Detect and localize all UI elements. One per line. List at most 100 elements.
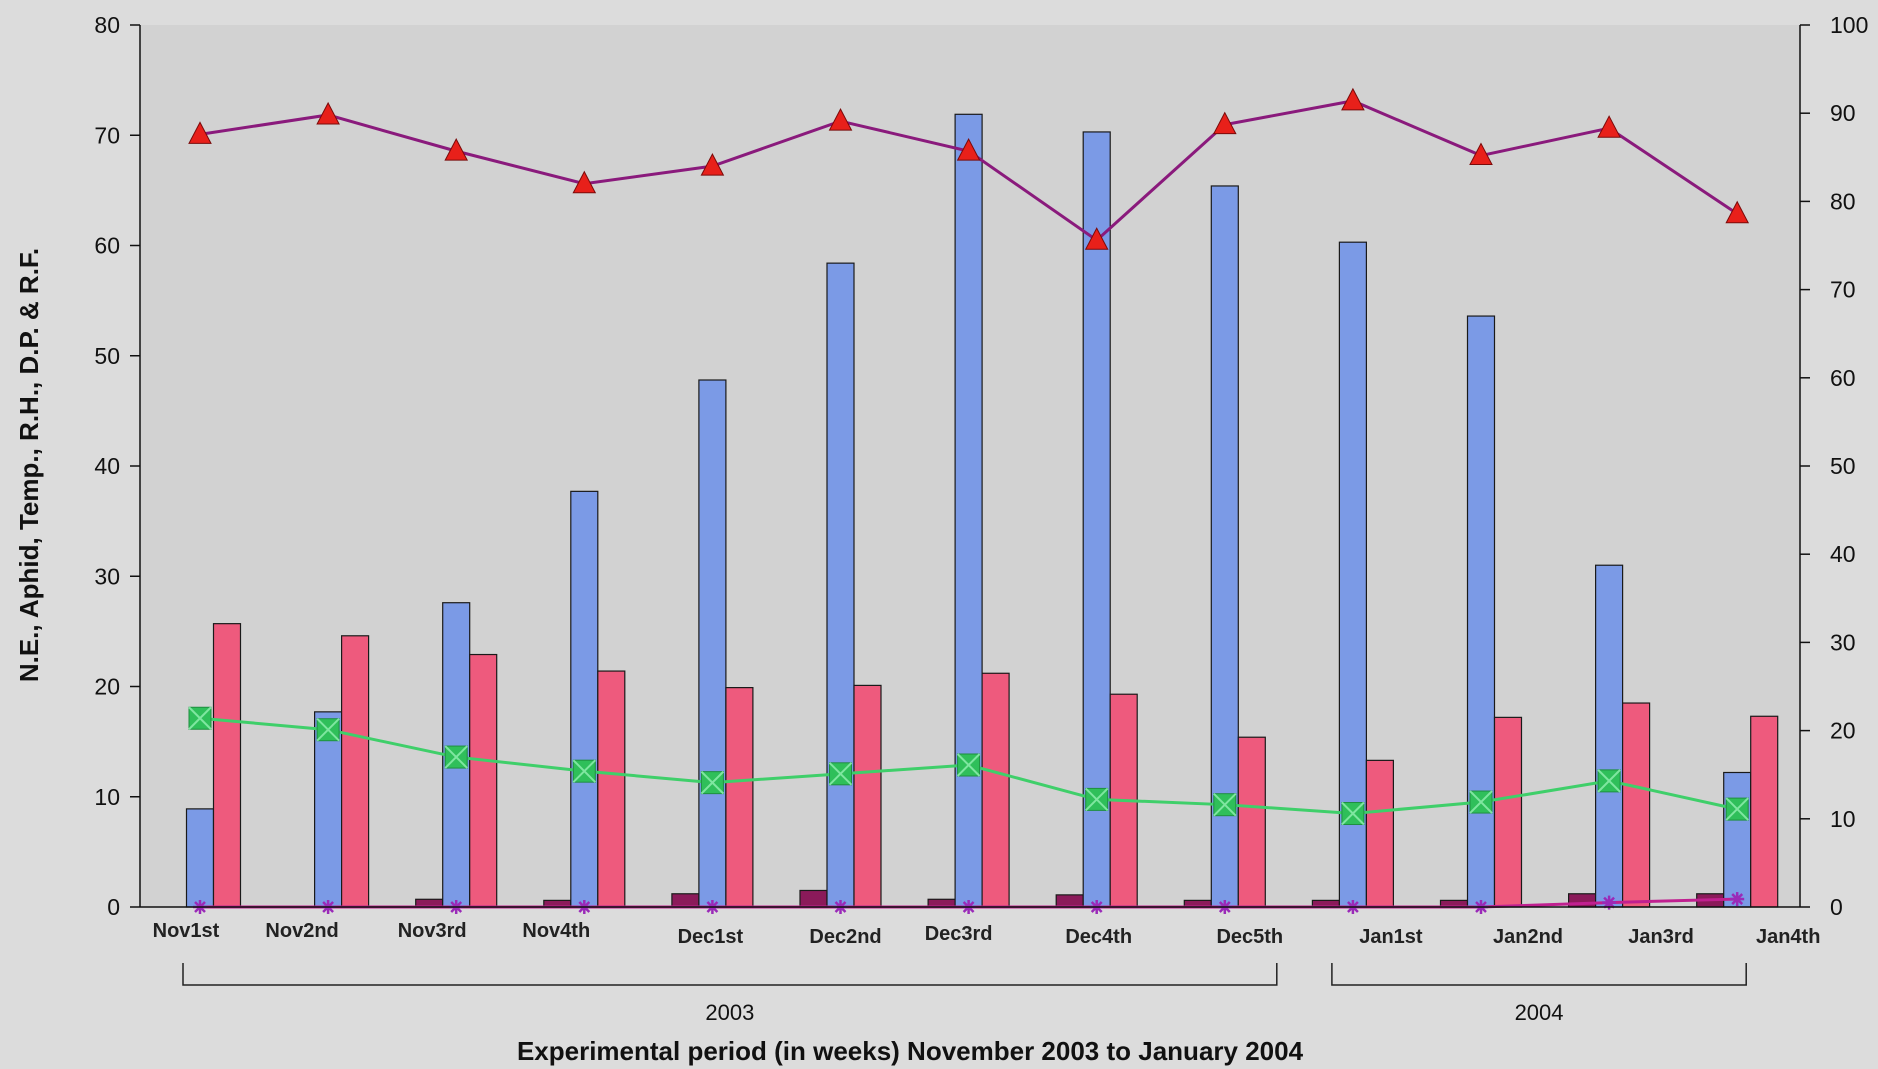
y-left-tick-label-3: 30	[94, 563, 120, 589]
x-tick-label-3: Nov4th	[522, 920, 590, 942]
year-bracket-line-0	[182, 963, 1278, 986]
marker-s2-10-d2	[1469, 790, 1493, 814]
y-right-tick-label-10: 100	[1830, 12, 1868, 38]
marker-s1-5	[828, 108, 853, 131]
marker-s2-2	[444, 745, 468, 769]
marker-s2-6	[956, 753, 981, 777]
marker-s2-2-d2	[444, 745, 468, 769]
y-left-tick-label-7: 70	[94, 122, 120, 148]
marker-s2-6-d2	[956, 753, 981, 777]
marker-s1-8	[1212, 111, 1237, 135]
marker-s1-2	[444, 138, 469, 161]
bar-s3-5	[853, 684, 882, 908]
y-right-tick-label-5: 50	[1830, 453, 1856, 479]
bar-s2-9	[1338, 241, 1368, 908]
bar-s3-8	[1237, 736, 1266, 908]
marker-s3-12-d2	[1731, 893, 1744, 905]
x-tick-label-5: Dec2nd	[809, 926, 881, 948]
marker-s1-10	[1469, 142, 1493, 166]
marker-s2-3	[572, 759, 597, 783]
marker-s2-9-d2	[1341, 801, 1365, 826]
y-left-tick-label-8: 80	[94, 12, 120, 38]
y-right-tick-label-6: 60	[1830, 365, 1856, 391]
marker-s2-4	[700, 770, 725, 795]
bar-s1-5	[799, 889, 828, 908]
bar-s3-2	[469, 653, 498, 908]
bar-s3-0	[212, 623, 242, 908]
marker-s2-10	[1469, 790, 1493, 814]
year-label-1: 2004	[1515, 1000, 1564, 1025]
marker-s1-9	[1341, 87, 1365, 111]
x-axis-title: Experimental period (in weeks) November …	[517, 1036, 1304, 1066]
y-left-tick-label-0: 0	[107, 894, 120, 920]
marker-s1-1	[316, 101, 340, 125]
x-tick-label-2: Nov3rd	[398, 920, 467, 942]
bar-s2-4	[698, 379, 727, 908]
bar-s2-12	[1723, 771, 1752, 908]
x-tick-label-10: Jan2nd	[1493, 926, 1563, 948]
bar-s2-0	[185, 808, 215, 908]
y-right-tick-label-0: 0	[1830, 894, 1843, 920]
bar-s3-3	[597, 670, 626, 908]
marker-s1-0	[188, 121, 212, 144]
bar-s2-11	[1594, 564, 1624, 908]
y-right-tick-label-1: 10	[1830, 806, 1856, 832]
bar-s3-10	[1493, 716, 1523, 908]
bar-s3-11	[1621, 702, 1651, 908]
y-left-tick-label-4: 40	[94, 453, 120, 479]
bar-s2-10	[1466, 315, 1496, 908]
y-right-tick-label-3: 30	[1830, 629, 1856, 655]
y-left-tick-label-1: 10	[94, 784, 120, 810]
axes-layer: 0 10 20 30 40 50 60 70 80 0 10 20 30 40 50 60 70 80 90 100 N…	[94, 12, 1868, 1025]
marker-s2-1	[316, 718, 340, 742]
bar-s2-5	[826, 262, 855, 908]
year-bracket-2004	[1331, 963, 1747, 986]
y-right-tick-label-7: 70	[1830, 277, 1856, 303]
marker-s2-11	[1597, 769, 1621, 793]
marker-s2-12-d2	[1725, 797, 1749, 821]
bar-s3-9	[1365, 759, 1395, 908]
marker-s2-11-d2	[1597, 769, 1621, 793]
bar-s3-6	[981, 672, 1010, 908]
marker-s1-11	[1597, 115, 1621, 138]
marker-s2-7-d2	[1084, 787, 1109, 812]
labels-layer: N.E., Aphid, Temp., R.H., D.P. & R.F. Ex…	[14, 248, 1304, 1066]
bar-s2-6	[954, 113, 983, 908]
marker-s2-12	[1725, 797, 1749, 821]
y-right-tick-label-8: 80	[1830, 188, 1856, 214]
x-tick-label-6: Dec3rd	[925, 923, 993, 945]
marker-s2-3-d2	[572, 759, 597, 783]
marker-s1-3	[572, 170, 597, 194]
bar-s3-12	[1750, 715, 1779, 908]
x-tick-label-7: Dec4th	[1065, 926, 1132, 948]
y-axis-title: N.E., Aphid, Temp., R.H., D.P. & R.F.	[14, 248, 44, 682]
y-left-tick-label-2: 20	[94, 674, 120, 700]
x-tick-label-4: Dec1st	[678, 926, 744, 948]
y-right-tick-label-9: 90	[1830, 100, 1856, 126]
marker-s2-7	[1084, 787, 1109, 812]
bar-s2-3	[570, 490, 599, 908]
marker-s1-6	[956, 138, 981, 161]
marker-s2-4-d2	[700, 770, 725, 795]
marker-s3-11-d2	[1603, 896, 1615, 909]
x-tick-label-8: Dec5th	[1216, 926, 1283, 948]
marker-s2-8-d2	[1213, 792, 1237, 817]
marker-s2-8	[1213, 792, 1237, 817]
x-tick-label-1: Nov2nd	[265, 920, 338, 942]
year-bracket-line-1	[1331, 963, 1747, 986]
marker-s1-7	[1084, 227, 1109, 250]
marker-s2-5-d2	[828, 762, 853, 786]
marker-s1-4	[700, 153, 725, 176]
bar-s1-7	[1055, 894, 1084, 908]
marker-s2-0	[188, 706, 212, 730]
y-left-tick-label-6: 60	[94, 233, 120, 259]
bar-s3-4	[725, 687, 754, 908]
marker-s2-5	[828, 762, 853, 786]
year-bracket-2003	[182, 963, 1278, 986]
x-tick-label-0: Nov1st	[153, 920, 220, 942]
marker-s3-11	[1602, 895, 1617, 910]
y-right-tick-label-4: 40	[1830, 541, 1856, 567]
x-tick-label-9: Jan1st	[1359, 926, 1423, 948]
marker-s3-12	[1730, 892, 1745, 907]
